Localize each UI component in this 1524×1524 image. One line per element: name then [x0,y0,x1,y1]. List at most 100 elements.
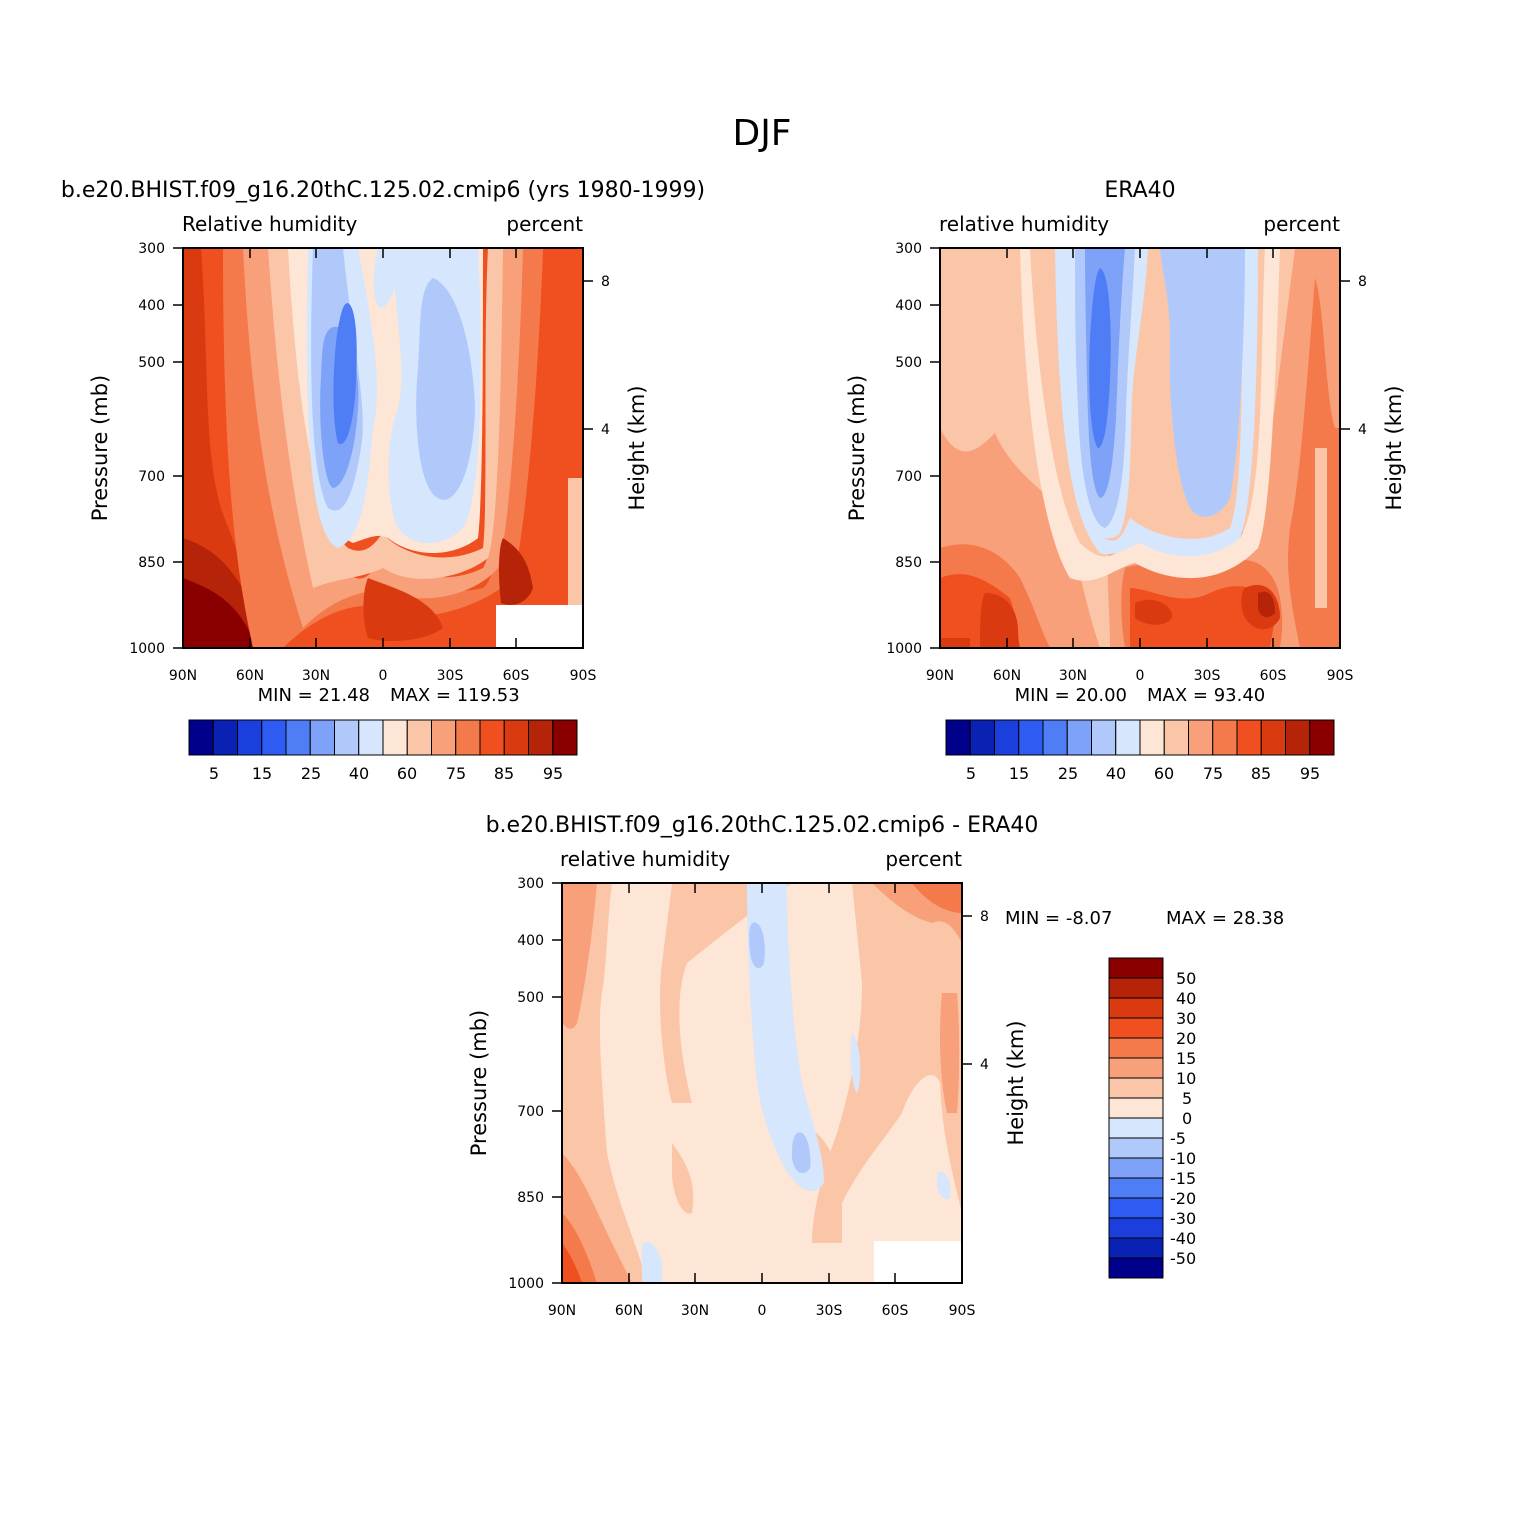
colorbar-box [1108,1217,1164,1239]
y-axis-obs: 300 400 500 700 850 1000 8 4 Pressure (m… [845,241,1406,657]
colorbar-box [237,719,263,756]
colorbar-model: 5 15 25 40 60 75 85 95 [188,719,578,783]
colorbar-label: -50 [1170,1249,1196,1268]
colorbar-label: -15 [1170,1169,1196,1188]
y-axis-title: Pressure (mb) [467,1010,491,1157]
y-tick-label: 850 [895,555,922,571]
min-value-obs: MIN = 20.00 [1015,685,1127,706]
colorbar-box [1212,719,1238,756]
plot-area-diff [561,882,963,1284]
panel-title-model: b.e20.BHIST.f09_g16.20thC.125.02.cmip6 (… [61,178,705,203]
colorbar-box [431,719,457,756]
x-tick-label: 30N [1059,668,1087,684]
max-value-model: MAX = 119.53 [390,685,520,706]
colorbar-box [1018,719,1044,756]
panel-model: b.e20.BHIST.f09_g16.20thC.125.02.cmip6 (… [61,178,705,783]
colorbar-label: 85 [1251,764,1271,783]
colorbar-box [334,719,360,756]
colorbar-box [382,719,408,756]
y-tick-label: 500 [138,355,165,371]
colorbar-box [1108,1257,1164,1279]
y-tick-label: 1000 [886,641,922,657]
colorbar-obs: 5 15 25 40 60 75 85 95 [945,719,1335,783]
x-tick-label: 90N [926,668,954,684]
colorbar-box [1260,719,1286,756]
colorbar-box [1108,997,1164,1019]
y-tick-label: 1000 [508,1276,544,1292]
colorbar-box [1309,719,1335,756]
y2-tick-label: 8 [1358,274,1367,290]
colorbar-label: 30 [1176,1009,1196,1028]
page-title: DJF [732,113,791,154]
colorbar-box [1139,719,1165,756]
y-tick-label: 850 [138,555,165,571]
colorbar-label: 95 [1300,764,1320,783]
colorbar-box [552,719,578,756]
y-tick-label: 300 [517,876,544,892]
colorbar-box [285,719,311,756]
max-value-diff: MAX = 28.38 [1166,908,1284,929]
colorbar-box [1188,719,1214,756]
colorbar-box [1163,719,1189,756]
colorbar-box [1091,719,1117,756]
y2-axis-title: Height (km) [1004,1020,1028,1145]
min-value-model: MIN = 21.48 [258,685,370,706]
colorbar-box [1108,977,1164,999]
panel-title-obs: ERA40 [1104,178,1175,203]
colorbar-label: 5 [1182,1089,1192,1108]
colorbar-label: 20 [1176,1029,1196,1048]
y-tick-label: 500 [895,355,922,371]
colorbar-box [188,719,214,756]
y-axis-model: 300 400 500 700 850 1000 8 4 Pressure (m… [88,241,649,657]
y2-tick-label: 4 [601,422,610,438]
y-tick-label: 300 [138,241,165,257]
colorbar-diff: 50 40 30 20 15 10 5 0 -5 -10 -15 -20 -30… [1108,957,1196,1279]
unit-label-diff: percent [885,847,962,871]
y2-tick-label: 8 [980,909,989,925]
y2-tick-label: 4 [1358,422,1367,438]
colorbar-box [1108,1037,1164,1059]
colorbar-label: 95 [543,764,563,783]
panel-title-diff: b.e20.BHIST.f09_g16.20thC.125.02.cmip6 -… [486,813,1039,838]
y-axis-diff: 300 400 500 700 850 1000 8 4 Pressure (m… [467,876,1028,1292]
x-tick-label: 60S [1260,668,1287,684]
colorbar-label: -40 [1170,1229,1196,1248]
colorbar-box [994,719,1020,756]
x-tick-label: 60S [882,1303,909,1319]
colorbar-box [358,719,384,756]
colorbar-label: 15 [252,764,272,783]
colorbar-box [528,719,554,756]
colorbar-box [406,719,432,756]
colorbar-box [1236,719,1262,756]
y2-tick-label: 4 [980,1057,989,1073]
y-tick-label: 700 [138,469,165,485]
x-tick-label: 30S [816,1303,843,1319]
colorbar-box [1042,719,1068,756]
field-label-diff: relative humidity [560,847,730,871]
colorbar-box [479,719,505,756]
colorbar-box [261,719,287,756]
plot-area-obs [939,247,1341,649]
colorbar-label: 40 [349,764,369,783]
colorbar-label: 15 [1009,764,1029,783]
panel-diff: b.e20.BHIST.f09_g16.20thC.125.02.cmip6 -… [467,813,1284,1319]
colorbar-box [1115,719,1141,756]
x-axis-obs: 90N 60N 30N 0 30S 60S 90S [926,248,1353,684]
colorbar-label: 85 [494,764,514,783]
colorbar-label: -10 [1170,1149,1196,1168]
x-tick-label: 60N [993,668,1021,684]
colorbar-box [1285,719,1311,756]
colorbar-label: 10 [1176,1069,1196,1088]
colorbar-box [212,719,238,756]
colorbar-box [1108,1157,1164,1179]
y-tick-label: 1000 [129,641,165,657]
y-tick-label: 500 [517,990,544,1006]
colorbar-label: 60 [1154,764,1174,783]
colorbar-label: -30 [1170,1209,1196,1228]
x-tick-label: 0 [379,668,388,684]
y-tick-label: 700 [895,469,922,485]
colorbar-box [1066,719,1092,756]
colorbar-box [1108,1117,1164,1139]
x-tick-label: 90S [570,668,597,684]
